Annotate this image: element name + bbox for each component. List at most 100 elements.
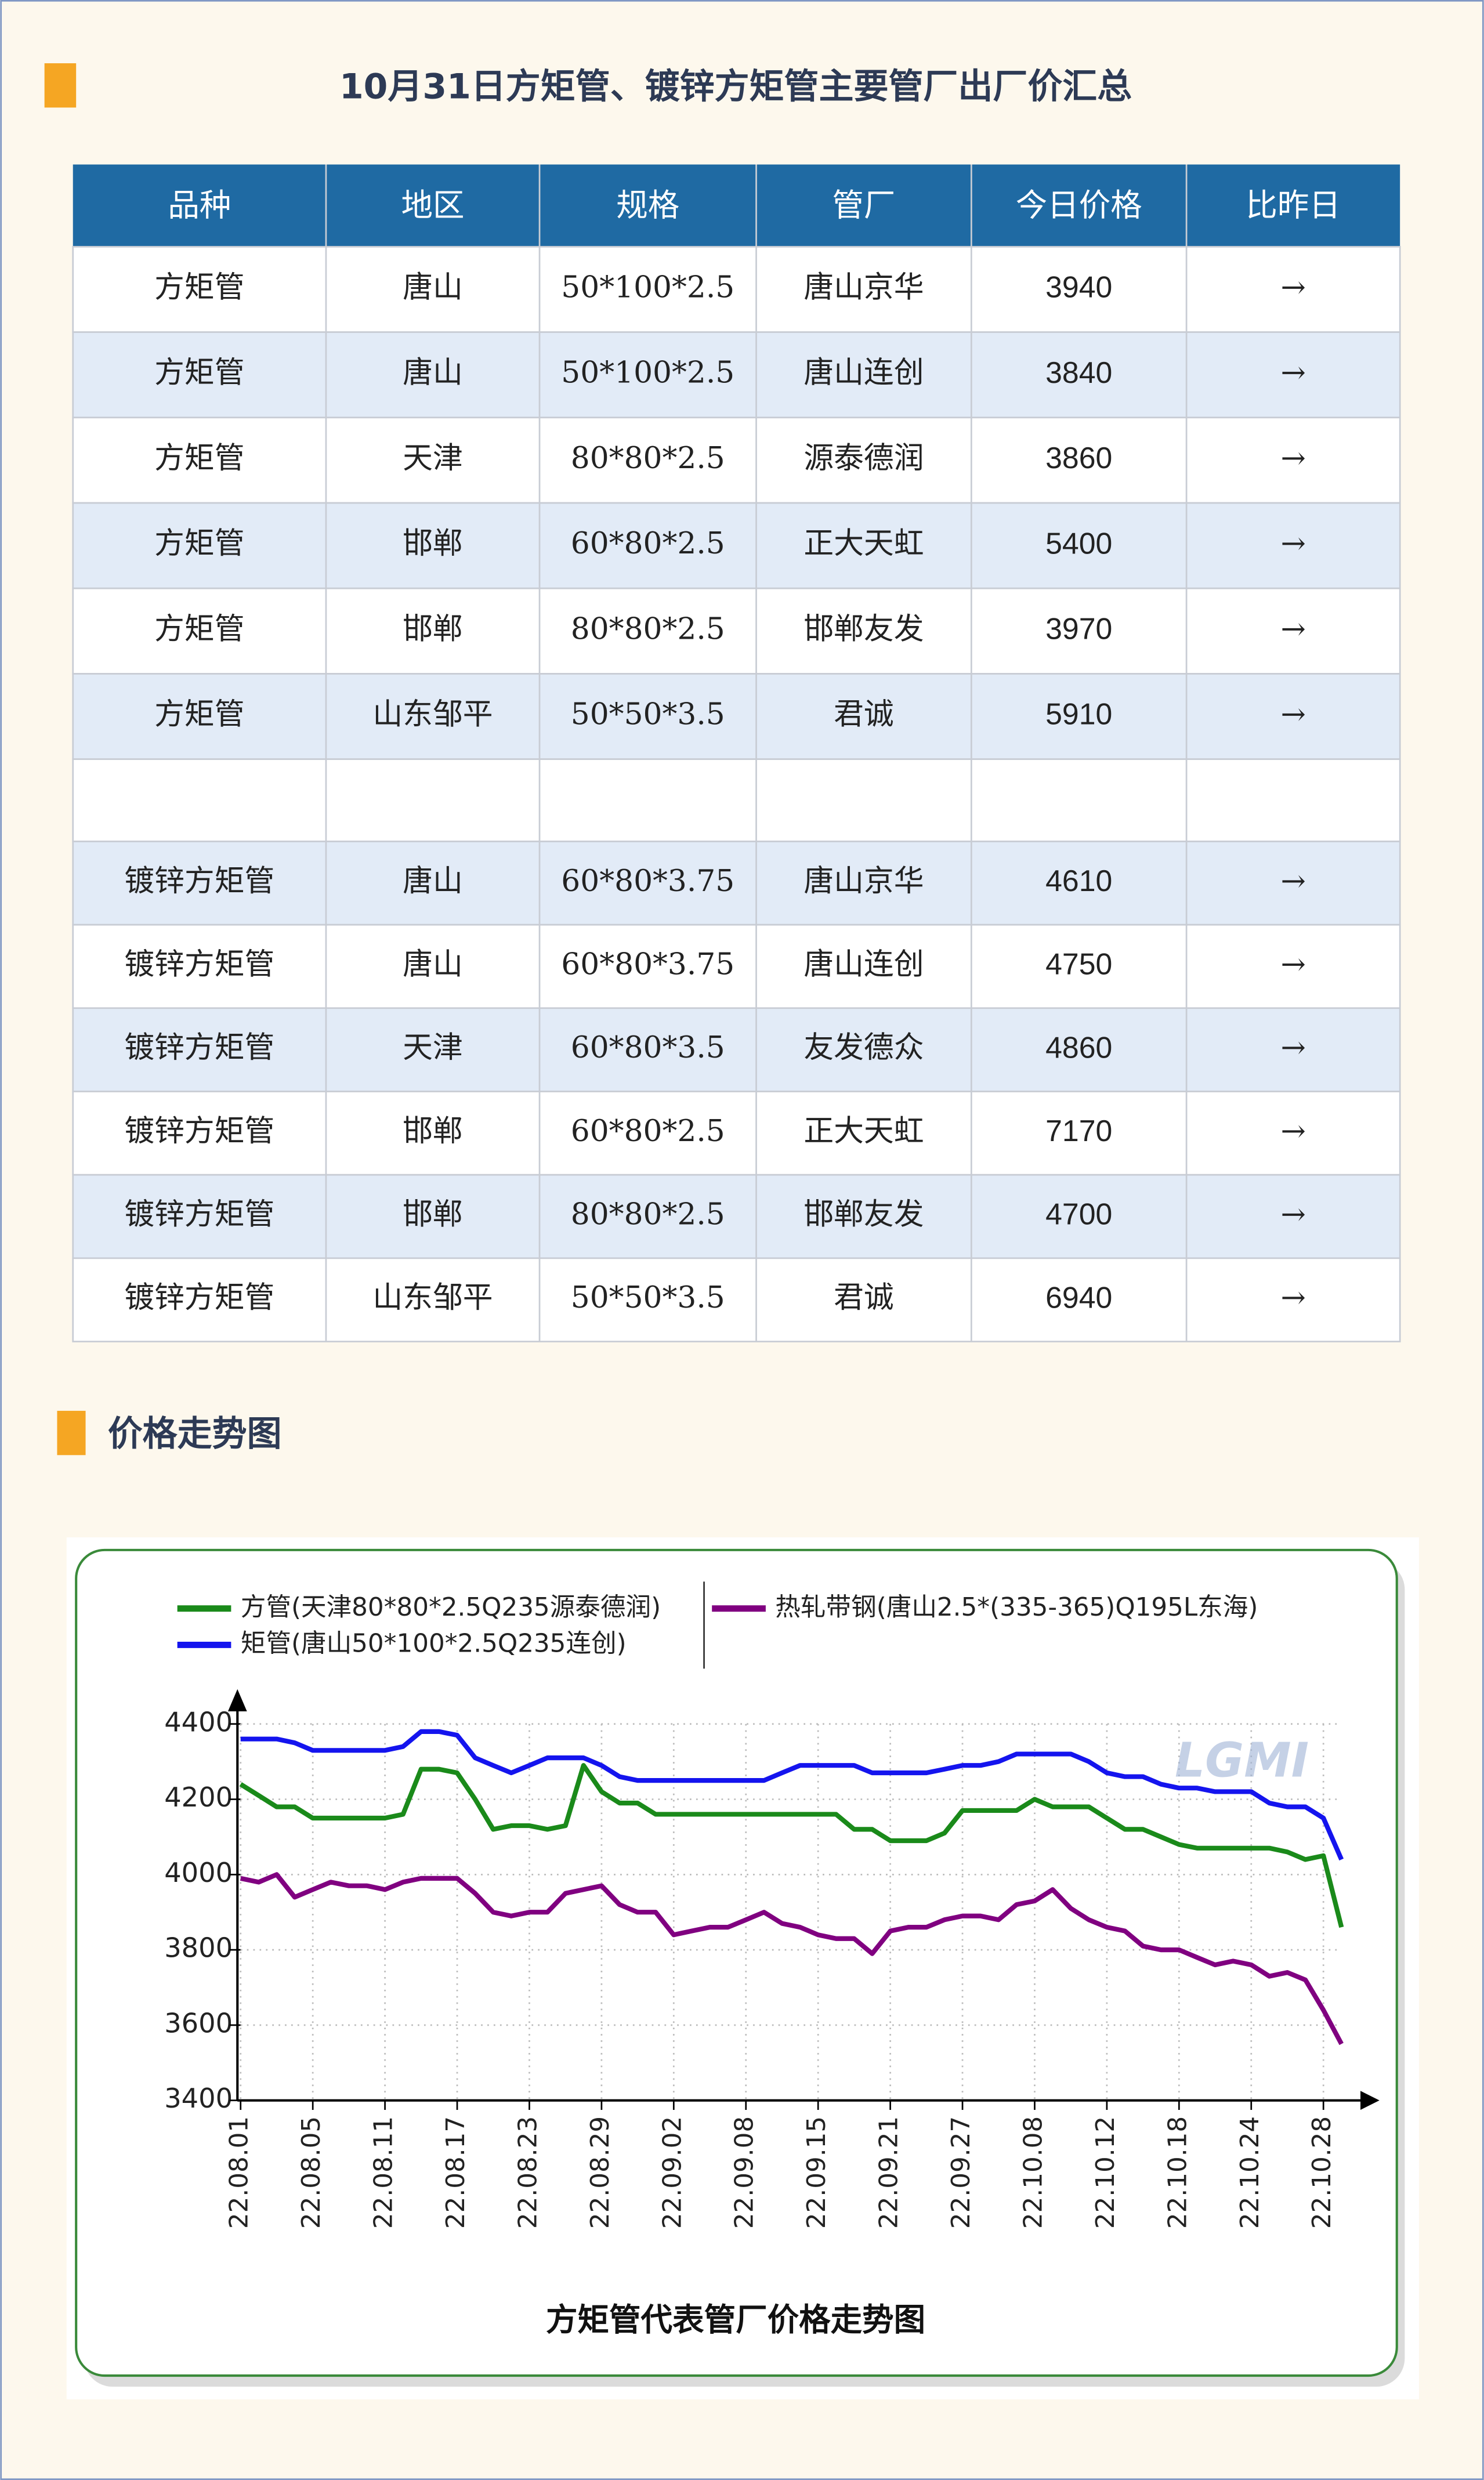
- chart-frame: [75, 1548, 1398, 2377]
- x-tick-label: 22.10.24: [1236, 2116, 1265, 2229]
- table-row: [72, 1174, 1401, 1259]
- table-cell: 3860: [1045, 441, 1112, 475]
- table-cell: 唐山连创: [803, 356, 924, 390]
- table-cell: →: [1280, 1280, 1305, 1315]
- table-cell: 6940: [1045, 1280, 1112, 1314]
- table-row: [72, 1257, 1401, 1342]
- table-cell: 唐山: [403, 356, 463, 390]
- table-cell: 4700: [1045, 1197, 1112, 1231]
- x-tick-label: 22.08.17: [441, 2116, 470, 2229]
- table-cell: 方矩管: [154, 270, 244, 305]
- table-cell: 50*50*3.5: [571, 1280, 725, 1315]
- y-tick-label: 4000: [164, 1857, 233, 1888]
- table-cell: →: [1280, 356, 1305, 390]
- x-axis-arrow: [1360, 2091, 1380, 2110]
- table-cell: 镀锌方矩管: [124, 1280, 274, 1315]
- table-cell: 山东邹平: [372, 1280, 493, 1315]
- table-cell: 唐山京华: [803, 270, 924, 305]
- column-header: 比昨日: [1246, 186, 1341, 223]
- table-row: [72, 587, 1401, 675]
- table-cell: 邯郸友发: [803, 611, 924, 646]
- y-axis-arrow: [227, 1689, 247, 1711]
- table-cell: 唐山: [403, 270, 463, 305]
- table-cell: 7170: [1045, 1114, 1112, 1147]
- table-cell: →: [1280, 1197, 1305, 1232]
- table-cell: 80*80*2.5: [571, 441, 725, 476]
- table-cell: →: [1280, 611, 1305, 646]
- x-tick-label: 22.08.01: [225, 2116, 254, 2229]
- column-header: 地区: [401, 186, 464, 223]
- table-cell: 方矩管: [154, 356, 244, 390]
- table-cell: 唐山连创: [803, 947, 924, 982]
- legend-label: 热轧带钢(唐山2.5*(335-365)Q195L东海): [775, 1593, 1258, 1622]
- column-header: 管厂: [832, 186, 895, 223]
- chart: 3400 3600 3800 4000 4200 4400 22.08.01 22.08.05…: [164, 1593, 1380, 2338]
- x-tick-label: 22.09.15: [802, 2116, 831, 2229]
- y-tick-label: 3800: [164, 1932, 233, 1964]
- table-cell: 5400: [1045, 526, 1112, 560]
- table-cell: 源泰德润: [803, 441, 924, 476]
- x-tick-label: 22.10.08: [1019, 2116, 1048, 2229]
- table-cell: 4750: [1045, 947, 1112, 981]
- table-cell: 镀锌方矩管: [124, 1114, 274, 1149]
- table-cell: 3940: [1045, 270, 1112, 304]
- table-cell: 5910: [1045, 697, 1112, 731]
- table-row: [72, 245, 1401, 333]
- x-tick-label: 22.08.05: [297, 2116, 326, 2229]
- watermark: LGMI: [1175, 1733, 1309, 1788]
- table-row: [72, 331, 1401, 419]
- table-cell: 邯郸: [403, 526, 463, 561]
- table-cell: 镀锌方矩管: [124, 1197, 274, 1232]
- table-cell: 唐山: [403, 947, 463, 982]
- table-cell: 镀锌方矩管: [124, 947, 274, 982]
- table-cell: →: [1280, 441, 1305, 476]
- column-header: 规格: [616, 186, 679, 223]
- table-cell: →: [1280, 1030, 1305, 1065]
- table-cell: 4860: [1045, 1030, 1112, 1064]
- table-cell: 邯郸友发: [803, 1197, 924, 1232]
- table-cell: 方矩管: [154, 697, 244, 732]
- y-tick-label: 3400: [164, 2083, 233, 2114]
- table-cell: →: [1280, 864, 1305, 899]
- x-tick-label: 22.08.29: [586, 2116, 615, 2229]
- table-cell: 60*80*2.5: [571, 526, 725, 561]
- table-cell: →: [1280, 697, 1305, 732]
- table-cell: 4610: [1045, 864, 1112, 897]
- table-cell: 80*80*2.5: [571, 1197, 725, 1232]
- table-cell: 天津: [403, 1030, 463, 1065]
- column-header: 品种: [168, 186, 231, 223]
- table-cell: →: [1280, 1114, 1305, 1149]
- y-tick-label: 4400: [164, 1706, 233, 1737]
- table-cell: 50*100*2.5: [561, 270, 734, 305]
- spacer-row: [72, 758, 1401, 842]
- table-cell: 君诚: [834, 1280, 894, 1315]
- table-cell: →: [1280, 270, 1305, 305]
- title-marker: [44, 63, 77, 108]
- table-cell: 50*100*2.5: [561, 356, 734, 390]
- x-tick-label: 22.09.21: [875, 2116, 904, 2229]
- table-cell: 邯郸: [403, 1197, 463, 1232]
- table-cell: 50*50*3.5: [571, 697, 725, 732]
- table-row: [72, 502, 1401, 589]
- table-cell: 友发德众: [803, 1030, 924, 1065]
- x-tick-label: 22.08.11: [370, 2116, 399, 2229]
- table-cell: 天津: [403, 441, 463, 476]
- column-header: 今日价格: [1016, 186, 1142, 223]
- x-tick-label: 22.10.28: [1308, 2116, 1337, 2229]
- chart-title: 方矩管代表管厂价格走势图: [546, 2301, 925, 2338]
- x-tick-label: 22.08.23: [513, 2116, 542, 2229]
- y-tick-label: 4200: [164, 1782, 233, 1813]
- x-tick-label: 22.10.12: [1091, 2116, 1120, 2229]
- x-tick-label: 22.10.18: [1163, 2116, 1192, 2229]
- table-cell: 邯郸: [403, 611, 463, 646]
- series-line: [240, 1729, 1344, 1861]
- table-cell: 镀锌方矩管: [124, 864, 274, 899]
- x-tick-label: 22.09.08: [730, 2116, 759, 2229]
- legend-label: 矩管(唐山50*100*2.5Q235连创): [241, 1629, 627, 1658]
- table-cell: →: [1280, 526, 1305, 561]
- series-line: [240, 1872, 1344, 2045]
- table-row: [72, 417, 1401, 504]
- table-header-bg: [73, 164, 1400, 247]
